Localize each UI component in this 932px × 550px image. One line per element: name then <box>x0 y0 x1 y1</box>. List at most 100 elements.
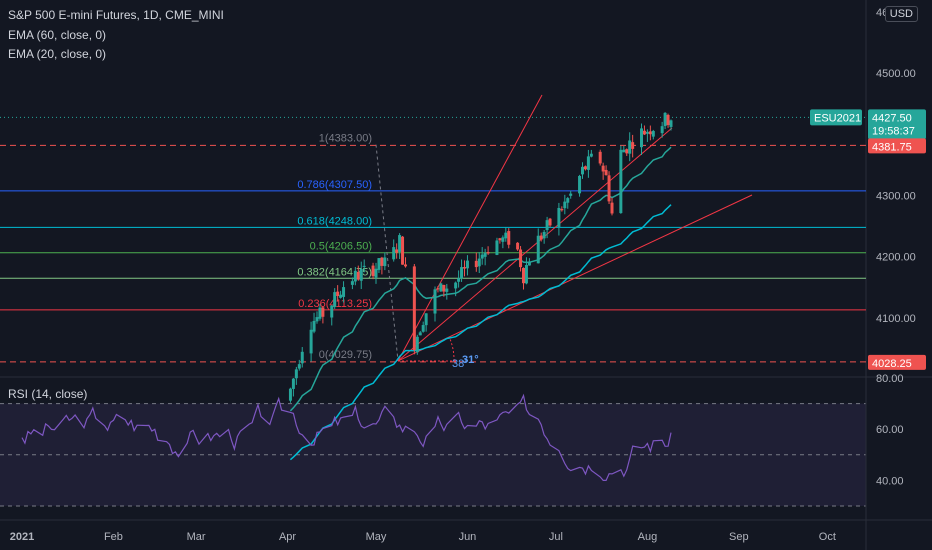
candle-body-50 <box>495 240 499 255</box>
candle-body-80 <box>619 149 623 214</box>
candle-body-31 <box>415 336 419 353</box>
price-tick-3: 4200.00 <box>876 252 916 264</box>
upper-level-tag-text-0: 4381.75 <box>872 141 912 153</box>
candle-body-39 <box>445 288 449 292</box>
time-label-3: Apr <box>279 531 296 543</box>
candle-body-22 <box>377 258 381 270</box>
fib-trend-line <box>375 144 399 362</box>
ema60-line <box>289 204 672 461</box>
candle-body-43 <box>463 267 466 269</box>
rsi-legend[interactable]: RSI (14, close) <box>8 387 88 401</box>
candle-body-49 <box>486 252 490 254</box>
candle-body-78 <box>607 175 611 202</box>
candle-body-90 <box>660 126 664 134</box>
fib-label-4: 0.382(4164.75) <box>297 266 372 278</box>
candle-body-51 <box>498 238 502 241</box>
fib-label-3: 0.5(4206.50) <box>310 241 372 253</box>
candle-body-61 <box>539 235 543 240</box>
candle-body-71 <box>581 166 584 175</box>
time-label-1: Feb <box>104 531 123 543</box>
candle-body-14 <box>342 287 346 297</box>
candle-body-55 <box>516 242 520 250</box>
candle-body-29 <box>404 264 407 267</box>
candle-body-16 <box>353 270 357 282</box>
time-label-6: Jul <box>549 531 563 543</box>
time-label-0: 2021 <box>10 531 34 543</box>
candle-body-11 <box>333 292 337 307</box>
candle-body-76 <box>601 165 605 172</box>
candle-body-17 <box>356 271 360 280</box>
candle-body-40 <box>454 282 458 289</box>
candle-body-2 <box>294 369 298 379</box>
ema60-legend[interactable]: EMA (60, close, 0) <box>8 28 107 42</box>
angle-label-a: 38° <box>452 358 469 370</box>
symbol-tag-bg <box>810 109 862 126</box>
lower-level-tag-bg <box>868 354 926 370</box>
candle-body-21 <box>374 268 378 278</box>
candle-body-33 <box>421 325 425 332</box>
candle-body-0 <box>288 388 292 401</box>
candle-body-23 <box>380 257 384 266</box>
candle-body-12 <box>336 291 340 297</box>
candle-body-47 <box>480 254 484 259</box>
candle-body-63 <box>545 220 549 231</box>
candle-body-52 <box>501 237 505 242</box>
candle-body-25 <box>392 247 396 260</box>
candle-body-27 <box>398 235 402 252</box>
candle-body-87 <box>645 131 649 134</box>
candle-body-62 <box>542 231 546 239</box>
candle-body-18 <box>359 268 363 281</box>
candle-body-70 <box>578 175 582 194</box>
candle-body-83 <box>628 140 632 154</box>
candle-body-67 <box>563 201 567 209</box>
candle-body-53 <box>504 232 508 239</box>
candle-body-35 <box>433 289 437 314</box>
candle-body-85 <box>640 128 643 148</box>
candle-body-10 <box>330 305 334 318</box>
candle-body-69 <box>569 193 573 196</box>
candle-body-81 <box>622 149 626 153</box>
currency-button[interactable]: USD <box>884 6 918 22</box>
candle-body-86 <box>642 130 646 135</box>
candle-body-88 <box>648 131 652 135</box>
candle-body-75 <box>598 151 602 164</box>
rsi-line <box>21 393 672 481</box>
candle-body-9 <box>321 307 325 317</box>
candle-body-13 <box>339 294 343 298</box>
fan-line-0 <box>397 94 543 362</box>
upper-level-tag-bg <box>868 138 926 154</box>
candle-body-37 <box>439 283 443 292</box>
time-label-9: Oct <box>819 531 836 543</box>
candle-body-28 <box>401 236 405 265</box>
candle-body-32 <box>418 332 422 336</box>
candle-body-26 <box>395 249 399 253</box>
candle-body-46 <box>477 258 481 267</box>
rsi-tick-2: 40.00 <box>876 475 904 487</box>
fib-label-1: 0.786(4307.50) <box>297 179 372 191</box>
candle-body-38 <box>442 284 446 292</box>
symbol-title[interactable]: S&P 500 E-mini Futures, 1D, CME_MINI <box>8 8 224 22</box>
candle-body-59 <box>527 261 531 266</box>
candle-body-19 <box>362 265 366 267</box>
candle-body-72 <box>583 166 587 170</box>
candle-body-73 <box>586 156 590 170</box>
candle-body-84 <box>631 142 635 149</box>
last-price-tag-bg <box>868 109 926 140</box>
candle-body-77 <box>604 169 608 176</box>
candle-body-60 <box>536 235 540 264</box>
price-tick-4: 4100.00 <box>876 313 916 325</box>
candle-body-4 <box>300 351 304 364</box>
ema20-legend[interactable]: EMA (20, close, 0) <box>8 47 107 61</box>
last-price-tag-text-0: 4427.50 <box>872 112 912 124</box>
time-label-5: Jun <box>459 531 477 543</box>
price-tick-1: 4500.00 <box>876 68 916 80</box>
candle-body-74 <box>589 153 593 157</box>
candle-body-42 <box>460 267 464 279</box>
candle-body-6 <box>312 320 316 332</box>
time-label-4: May <box>366 531 387 543</box>
last-price-tag-text-1: 19:58:37 <box>872 125 915 137</box>
candle-body-15 <box>350 281 354 285</box>
fan-line-1 <box>397 127 673 362</box>
candle-body-58 <box>524 264 528 284</box>
